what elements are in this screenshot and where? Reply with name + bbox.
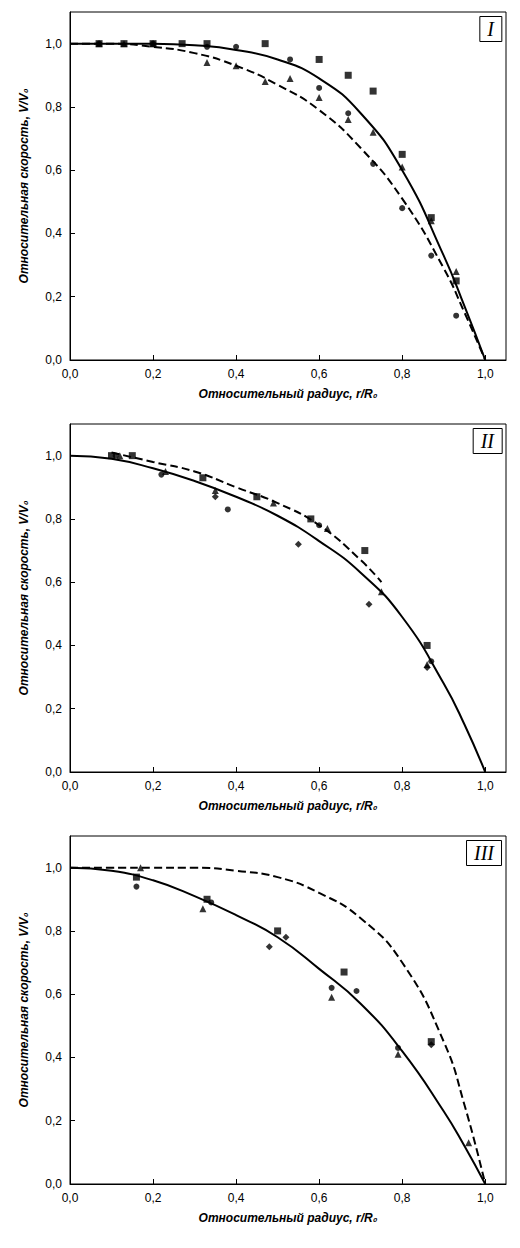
svg-text:0,6: 0,6 — [45, 987, 62, 1001]
svg-text:Относительная скорость, V/V₀: Относительная скорость, V/V₀ — [17, 912, 31, 1107]
svg-text:Относительный радиус, r/R₀: Относительный радиус, r/R₀ — [199, 799, 378, 813]
svg-text:III: III — [473, 842, 495, 864]
svg-text:0,4: 0,4 — [45, 1050, 62, 1064]
svg-text:0,6: 0,6 — [311, 779, 328, 793]
svg-text:0,0: 0,0 — [45, 765, 62, 779]
svg-text:0,6: 0,6 — [311, 367, 328, 381]
svg-text:0,0: 0,0 — [62, 1191, 79, 1205]
svg-text:0,2: 0,2 — [45, 1114, 62, 1128]
svg-text:Относительный радиус, r/R₀: Относительный радиус, r/R₀ — [199, 1211, 378, 1225]
svg-text:0,6: 0,6 — [311, 1191, 328, 1205]
svg-text:II: II — [480, 430, 496, 452]
svg-text:0,0: 0,0 — [45, 353, 62, 367]
svg-text:Относительная скорость, V/V₀: Относительная скорость, V/V₀ — [17, 500, 31, 695]
svg-text:0,4: 0,4 — [45, 638, 62, 652]
svg-text:0,4: 0,4 — [228, 367, 245, 381]
svg-text:0,4: 0,4 — [228, 1191, 245, 1205]
svg-text:I: I — [486, 18, 495, 40]
svg-text:1,0: 1,0 — [477, 367, 494, 381]
svg-text:0,8: 0,8 — [45, 924, 62, 938]
svg-text:0,0: 0,0 — [62, 367, 79, 381]
svg-text:0,2: 0,2 — [45, 290, 62, 304]
svg-text:Относительный радиус, r/R₀: Относительный радиус, r/R₀ — [199, 387, 378, 401]
svg-text:0,4: 0,4 — [228, 779, 245, 793]
svg-text:0,6: 0,6 — [45, 163, 62, 177]
svg-text:0,0: 0,0 — [45, 1177, 62, 1191]
svg-text:0,2: 0,2 — [145, 367, 162, 381]
svg-text:Относительная скорость, V/V₀: Относительная скорость, V/V₀ — [17, 88, 31, 283]
svg-text:1,0: 1,0 — [45, 449, 62, 463]
svg-text:0,2: 0,2 — [145, 779, 162, 793]
svg-text:1,0: 1,0 — [45, 37, 62, 51]
svg-text:1,0: 1,0 — [477, 779, 494, 793]
svg-text:0,6: 0,6 — [45, 575, 62, 589]
svg-text:0,8: 0,8 — [45, 100, 62, 114]
svg-text:0,8: 0,8 — [45, 512, 62, 526]
svg-text:0,8: 0,8 — [394, 779, 411, 793]
svg-text:0,8: 0,8 — [394, 1191, 411, 1205]
svg-text:0,4: 0,4 — [45, 226, 62, 240]
svg-text:1,0: 1,0 — [477, 1191, 494, 1205]
svg-text:0,2: 0,2 — [145, 1191, 162, 1205]
svg-text:0,0: 0,0 — [62, 779, 79, 793]
svg-text:0,8: 0,8 — [394, 367, 411, 381]
svg-text:0,2: 0,2 — [45, 702, 62, 716]
svg-text:1,0: 1,0 — [45, 861, 62, 875]
